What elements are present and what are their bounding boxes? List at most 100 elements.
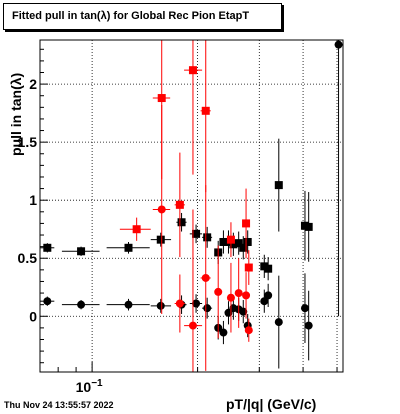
- y-tick-label: 0: [29, 308, 37, 324]
- square-marker: [274, 181, 283, 190]
- circle-marker: [274, 318, 283, 327]
- red-circle-point: [226, 262, 235, 333]
- black-circle-point: [150, 298, 172, 313]
- circle-marker: [219, 328, 228, 337]
- square-marker: [244, 263, 253, 272]
- square-marker: [242, 219, 251, 228]
- square-marker: [188, 66, 197, 75]
- axis-tick-labels: 0 0.5 1 1.5 2 10−1: [18, 76, 104, 395]
- square-marker: [157, 94, 166, 103]
- black-circle-point: [334, 40, 343, 317]
- y-axis-label-wrap: pull in tan(λ): [8, 73, 28, 162]
- red-circle-point: [242, 272, 251, 319]
- red-square-point: [119, 217, 151, 241]
- red-circle-point: [174, 274, 185, 333]
- circle-marker: [201, 273, 210, 282]
- black-circle-point: [61, 300, 100, 310]
- red-circle-point: [184, 209, 203, 372]
- red-square-point: [226, 222, 235, 258]
- grid-lines: [40, 40, 343, 372]
- y-tick-label: 2: [29, 76, 37, 92]
- square-marker: [239, 243, 248, 252]
- square-marker: [203, 233, 212, 242]
- circle-marker: [43, 297, 52, 306]
- black-square-point: [106, 241, 150, 254]
- chart-title: Fitted pull in tan(λ) for Global Rec Pio…: [12, 10, 250, 22]
- circle-marker: [264, 291, 273, 300]
- square-marker: [243, 237, 252, 246]
- red-square-point: [174, 152, 185, 258]
- x-tick-label: 10−1: [76, 378, 103, 395]
- red-circle-point: [200, 185, 211, 371]
- black-square-point: [189, 224, 203, 244]
- black-circle-point: [264, 283, 273, 307]
- black-circle-point: [106, 298, 150, 311]
- black-circle-point: [274, 275, 283, 369]
- black-square-point: [264, 257, 273, 281]
- red-circle-point: [234, 258, 243, 328]
- square-marker: [192, 229, 201, 238]
- y-axis-label: pull in tan(λ): [8, 72, 24, 156]
- chart-title-box: Fitted pull in tan(λ) for Global Rec Pio…: [3, 3, 282, 30]
- circle-marker: [260, 297, 269, 306]
- square-marker: [177, 218, 186, 227]
- circle-marker: [242, 291, 251, 300]
- y-tick-label: 1.5: [18, 134, 38, 150]
- timestamp: Thu Nov 24 13:55:57 2022: [4, 400, 114, 410]
- black-square-point: [239, 236, 248, 260]
- circle-marker: [244, 326, 253, 335]
- black-circle-point: [202, 297, 213, 319]
- black-square-point: [150, 232, 172, 247]
- square-marker: [229, 240, 238, 249]
- y-tick-label: 1: [29, 192, 37, 208]
- red-square-point: [184, 40, 203, 175]
- circle-marker: [203, 304, 212, 313]
- circle-marker: [234, 289, 243, 298]
- x-axis-label: pT/|q| (GeV/c): [226, 396, 317, 412]
- red-circle-point: [244, 318, 253, 342]
- red-circle-point: [214, 245, 223, 339]
- circle-marker: [192, 299, 201, 308]
- y-tick-label: 0.5: [18, 250, 38, 266]
- square-marker: [226, 235, 235, 244]
- black-square-point: [304, 192, 313, 262]
- black-circle-point: [304, 290, 313, 361]
- circle-marker: [188, 321, 197, 330]
- black-square-point: [274, 138, 283, 232]
- black-square-point: [202, 226, 213, 248]
- square-marker: [234, 239, 243, 248]
- circle-marker: [334, 40, 343, 49]
- black-square-point: [176, 212, 187, 232]
- square-marker: [43, 243, 52, 252]
- square-marker: [264, 264, 273, 273]
- square-marker: [156, 235, 165, 244]
- square-marker: [175, 200, 184, 209]
- square-marker: [219, 237, 228, 246]
- circle-marker: [214, 287, 223, 296]
- black-square-point: [61, 246, 100, 256]
- red-square-point: [200, 40, 211, 193]
- square-marker: [201, 106, 210, 115]
- red-square-point: [242, 188, 251, 259]
- circle-marker: [156, 301, 165, 310]
- axis-ticks: [40, 48, 338, 372]
- circle-marker: [175, 299, 184, 308]
- black-circle-point: [219, 320, 228, 345]
- black-square-point: [234, 231, 243, 255]
- circle-marker: [157, 205, 166, 214]
- plot-frame: [39, 39, 344, 373]
- black-square-point: [40, 243, 55, 253]
- circle-marker: [300, 304, 309, 313]
- circle-marker: [77, 300, 86, 309]
- black-circle-point: [260, 289, 269, 313]
- black-circle-point: [40, 296, 55, 306]
- square-marker: [132, 225, 141, 234]
- black-circle-point: [239, 300, 248, 324]
- red-square-point: [152, 40, 171, 180]
- data-marks: [40, 40, 343, 372]
- square-marker: [77, 247, 86, 256]
- black-circle-point: [300, 273, 309, 343]
- circle-marker: [226, 293, 235, 302]
- square-marker: [124, 243, 133, 252]
